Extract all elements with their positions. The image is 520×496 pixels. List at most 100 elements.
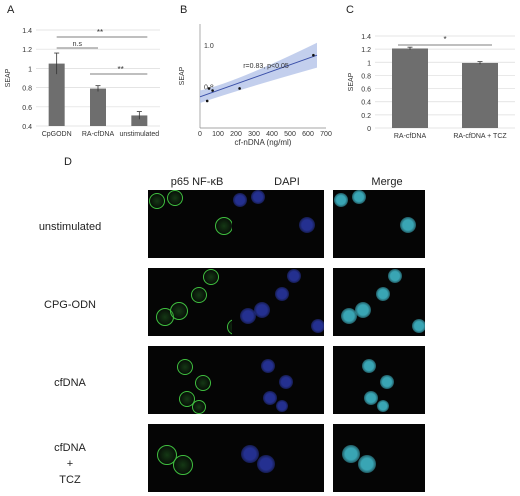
cell-nucleus [275, 287, 289, 301]
panel-letter-a: A [7, 4, 15, 16]
y-tick-label: 1.4 [22, 28, 32, 35]
y-tick-label: 1.0 [204, 43, 214, 50]
y-tick-label: 1 [28, 66, 32, 73]
bar [392, 48, 428, 128]
x-tick-label: RA-cfDNA [394, 133, 427, 140]
x-tick-label: 0 [198, 131, 202, 138]
x-tick-label: 200 [230, 131, 242, 138]
micrograph-p65 [148, 268, 240, 336]
cell-nucleus [299, 217, 315, 233]
y-tick-label: 1.2 [361, 47, 371, 54]
x-tick-label: 600 [302, 131, 314, 138]
micrograph-dapi [232, 424, 324, 492]
cell-nucleus [173, 455, 193, 475]
y-axis-label: SEAP [5, 68, 12, 87]
y-tick-label: 1.2 [22, 47, 32, 54]
row-label-cfdna: cfDNA [54, 377, 86, 389]
cell-nucleus [177, 359, 193, 375]
panel-letter-c: C [346, 4, 354, 16]
x-tick-label: 500 [284, 131, 296, 138]
y-axis-label: SEAP [179, 66, 186, 85]
cell-nucleus [287, 269, 301, 283]
cell-nucleus [257, 455, 275, 473]
cell-nucleus [377, 400, 389, 412]
cell-nucleus [233, 193, 247, 207]
column-header-p65: p65 NF-κB [170, 176, 224, 188]
cell-nucleus [261, 359, 275, 373]
cell-nucleus [352, 190, 366, 204]
cell-nucleus [334, 193, 348, 207]
cell-nucleus [412, 319, 425, 333]
micrograph-p65 [148, 346, 240, 414]
y-tick-label: 0 [367, 126, 371, 133]
x-axis-label: cf-nDNA (ng/ml) [235, 138, 292, 147]
cell-nucleus [254, 302, 270, 318]
cell-nucleus [376, 287, 390, 301]
x-tick-label: 700 [320, 131, 332, 138]
x-tick-label: unstimulated [119, 131, 159, 138]
data-point [238, 87, 241, 90]
cell-nucleus [195, 375, 211, 391]
cell-nucleus [388, 269, 402, 283]
row-label-unstimulated: unstimulated [38, 221, 102, 233]
chart-a: 0.4 0.6 0.8 1 1.2 1.4 SEAP CpGODN RA-cfDNA unstim… [5, 28, 160, 138]
bar [48, 63, 65, 126]
cell-nucleus [311, 319, 324, 333]
cell-nucleus [240, 308, 256, 324]
cell-nucleus [192, 400, 206, 414]
data-point [312, 53, 315, 57]
row-label-cfdna-tcz: cfDNA + TCZ [54, 442, 86, 486]
micrograph-p65 [148, 424, 240, 492]
cell-nucleus [358, 455, 376, 473]
x-tick-label: CpGODN [42, 131, 72, 138]
y-tick-label: 0.8 [22, 86, 32, 93]
cell-nucleus [380, 375, 394, 389]
micrograph-dapi [232, 268, 324, 336]
significance-label: * [443, 35, 446, 44]
micrograph-merge [333, 424, 425, 492]
cell-nucleus [276, 400, 288, 412]
y-axis-label: SEAP [348, 72, 355, 91]
x-tick-label: RA-cfDNA + TCZ [453, 133, 507, 140]
panel-letter-b: B [180, 4, 188, 16]
confidence-band [200, 42, 317, 104]
significance-label: n.s [73, 41, 83, 48]
data-point [211, 89, 214, 92]
cell-nucleus [400, 217, 416, 233]
bar [462, 62, 498, 128]
cell-nucleus [251, 190, 265, 204]
row-label-cpg-odn: CPG-ODN [44, 299, 96, 311]
correlation-annotation: r=0.83, p<0.05 [243, 63, 289, 70]
cell-nucleus [170, 302, 188, 320]
y-tick-label: 0.6 [361, 87, 371, 94]
cell-nucleus [342, 445, 360, 463]
y-tick-label: 0.4 [22, 124, 32, 131]
y-tick-label: 0.6 [22, 105, 32, 112]
y-tick-label: 0.8 [361, 73, 371, 80]
bar [90, 88, 106, 126]
cell-nucleus [364, 391, 378, 405]
panel-letter-d: D [64, 156, 72, 168]
x-tick-label: RA-cfDNA [82, 131, 115, 138]
x-tick-label: 400 [266, 131, 278, 138]
chart-c: 0 0.2 0.4 0.6 0.8 1 1.2 1.4 SEAP RA-cfDNA RA-cfDNA… [348, 34, 515, 140]
fit-line [199, 54, 318, 98]
significance-label: ** [118, 65, 124, 74]
micrograph-merge [333, 346, 425, 414]
micrograph-dapi [232, 190, 324, 258]
micrograph-dapi [232, 346, 324, 414]
cell-nucleus [355, 302, 371, 318]
micrograph-p65 [148, 190, 240, 258]
y-tick-label: 1.4 [361, 34, 371, 41]
cell-nucleus [362, 359, 376, 373]
significance-label: ** [97, 28, 103, 37]
cell-nucleus [191, 287, 207, 303]
micrograph-merge [333, 190, 425, 258]
x-tick-label: 300 [248, 131, 260, 138]
y-tick-label: 0.2 [361, 113, 371, 120]
cell-nucleus [341, 308, 357, 324]
micrograph-merge [333, 268, 425, 336]
y-tick-label: 1 [367, 60, 371, 67]
cell-nucleus [215, 217, 233, 235]
